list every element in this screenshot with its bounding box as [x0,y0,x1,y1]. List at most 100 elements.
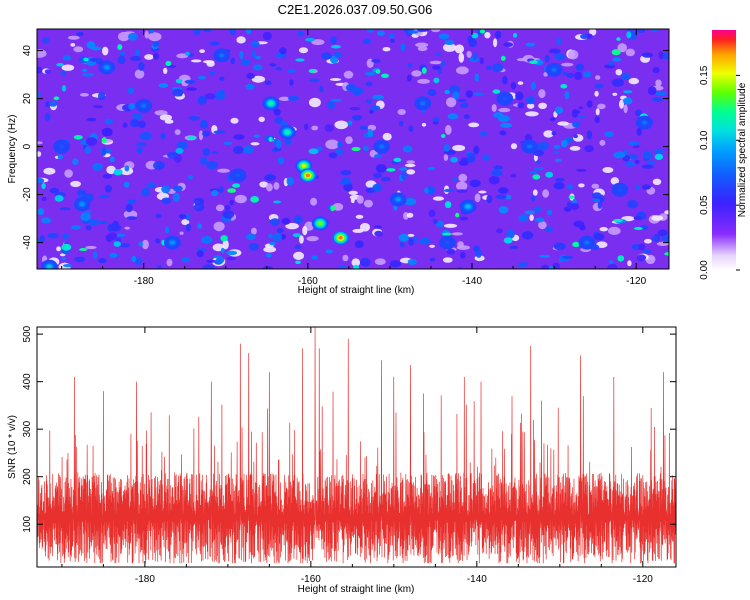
heatmap-cell [372,172,382,179]
heatmap-cell [408,238,415,246]
heatmap-cell [466,50,472,58]
heatmap-cell [532,174,541,180]
heatmap-cell [625,29,635,32]
heatmap-cell [643,249,652,254]
heatmap-cell [153,161,165,170]
heatmap-cell [594,83,604,89]
heatmap-cell [201,236,213,244]
heatmap-cell [137,120,146,128]
heatmap-cell [586,130,593,140]
heatmap-cell [276,228,284,234]
heatmap-cell [211,189,219,197]
heatmap-cell [574,71,583,81]
heatmap-cell [275,66,283,71]
heatmap-cell [144,30,149,39]
heatmap-cell [591,183,600,189]
heatmap-cell [252,50,256,59]
heatmap-cell [125,203,133,213]
heatmap-cell [465,90,473,98]
heatmap-cell [101,147,107,157]
heatmap-cell [595,108,600,116]
heatmap-cell [85,225,92,231]
heatmap-cell [164,119,174,124]
heatmap-cell [417,78,430,84]
heatmap-cell [509,245,519,249]
heatmap-cell [636,127,642,136]
heatmap-cell [295,58,305,62]
heatmap-cell [298,47,309,54]
heatmap-cell [127,199,137,204]
heatmap-x-tick-label: -180 [134,276,154,287]
heatmap-cell [572,241,580,248]
heatmap-cell [569,146,581,151]
heatmap-cell [432,196,445,201]
heatmap-cell [206,60,215,67]
heatmap-cell [311,125,319,131]
heatmap-cell [73,135,83,140]
heatmap-cell [652,67,660,74]
heatmap-cell [269,218,280,226]
heatmap-cell [104,118,114,125]
heatmap-cell [185,213,191,221]
heatmap-cell [161,197,172,204]
heatmap-cell [306,236,319,242]
heatmap-cell [493,165,504,170]
heatmap-cell [479,131,488,137]
heatmap-cell [86,41,96,49]
heatmap-cell [486,195,493,204]
heatmap-cell [498,107,511,113]
heatmap-cell [612,57,622,62]
heatmap-cell [553,182,565,190]
heatmap-cell [71,225,81,230]
heatmap-cell [456,181,468,191]
heatmap-cell [284,137,292,146]
heatmap-cell [367,128,374,138]
heatmap-cell [526,96,535,105]
heatmap-hotspot [584,240,590,245]
heatmap-cell [308,97,321,108]
heatmap-hotspot [502,96,507,101]
snr-x-tick-label: -140 [467,574,487,585]
heatmap-cell [388,33,395,39]
heatmap-cell [374,225,382,229]
heatmap-cell [359,222,371,232]
heatmap-cell [466,152,477,157]
heatmap-cell [124,226,130,230]
heatmap-cell [635,109,643,117]
heatmap-cell [79,93,89,97]
heatmap-cell [175,78,183,84]
heatmap-cell [374,230,383,237]
heatmap-cell [343,182,353,192]
heatmap-cell [664,252,669,256]
heatmap-cell [474,193,481,203]
heatmap-cell [641,164,654,169]
heatmap-cell [335,148,343,155]
heatmap-cell [64,169,73,178]
heatmap-cell [250,196,259,203]
heatmap-cell [636,254,647,262]
heatmap-cell [330,36,337,45]
snr-line [37,327,676,564]
heatmap-cell [498,206,509,214]
heatmap-cell [572,121,580,128]
heatmap-cell [216,256,225,264]
colorbar-gradient [712,30,736,270]
heatmap-cell [651,29,659,33]
heatmap-x-tick-label: -120 [626,276,646,287]
heatmap-cell [427,89,437,96]
heatmap-hotspot [305,173,311,178]
heatmap-cell [624,149,629,155]
heatmap-cell [278,96,291,102]
heatmap-cell [445,124,452,135]
heatmap-cell [269,241,277,246]
heatmap-cell [129,119,140,128]
heatmap-cell [138,61,145,71]
heatmap-cell [548,266,555,269]
heatmap-cell [227,188,237,193]
heatmap-cell [266,183,273,192]
heatmap-cell [443,144,450,152]
heatmap-cell [442,257,453,263]
heatmap-cell [651,236,659,242]
heatmap-cell [463,114,470,119]
heatmap-cell [197,96,207,105]
